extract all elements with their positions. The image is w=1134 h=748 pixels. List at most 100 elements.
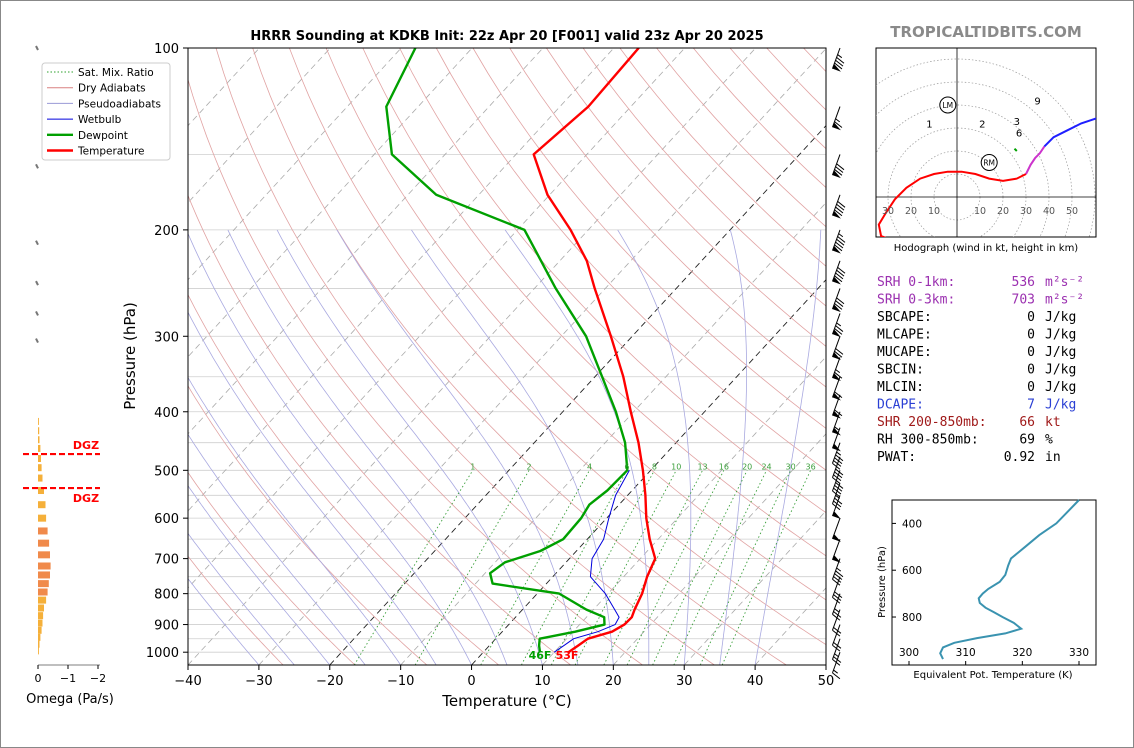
wind-barb-feather	[835, 206, 844, 214]
wind-barb-flag	[832, 122, 841, 131]
hodograph-ring-label: 50	[1066, 206, 1078, 217]
wind-barb-feather	[834, 371, 843, 379]
omega-bar	[38, 501, 46, 509]
skewt-axes-frame	[187, 47, 827, 666]
wind-barb-feather	[836, 57, 845, 64]
theta-e-profile	[939, 499, 1080, 660]
wind-barb-feather	[834, 121, 843, 128]
index-value: 536	[1012, 275, 1035, 290]
wind-barb-half-feather	[835, 118, 841, 123]
wind-barb-feather	[836, 238, 845, 246]
hodograph-ring-label: 10	[974, 206, 986, 217]
omega-tick	[35, 240, 39, 246]
wind-barb-staff	[832, 638, 841, 660]
wind-barb-half-feather	[833, 669, 838, 674]
omega-bar	[38, 633, 41, 641]
wind-barb-feather	[834, 573, 843, 580]
mixing-ratio-label: 24	[761, 462, 771, 471]
y-tick-label: 800	[154, 588, 179, 603]
dry-adiabat-line	[188, 194, 571, 665]
wind-barb-feather	[834, 409, 843, 417]
theta-e-y-title: Pressure (hPa)	[877, 546, 888, 618]
hodograph-height-label: 1	[926, 119, 932, 130]
wind-barb-feather	[837, 201, 846, 208]
mixing-ratio-line	[574, 470, 677, 665]
pseudoadiabat-line	[188, 376, 402, 665]
index-label: RH 300-850mb:	[877, 433, 979, 448]
x-tick-label: −10	[387, 674, 414, 689]
isotherm-line	[329, 124, 826, 665]
mixing-ratio-line	[480, 470, 590, 665]
legend-box	[41, 62, 171, 161]
wind-barb-feather	[837, 266, 846, 274]
pseudoadiabat-line	[754, 229, 822, 665]
theta-e-frame	[891, 499, 1097, 666]
omega-tick	[35, 163, 39, 169]
wind-barb-feather	[835, 272, 844, 280]
index-unit: J/kg	[1045, 363, 1076, 378]
omega-bar	[38, 514, 47, 522]
wind-barb-flag	[832, 304, 841, 313]
theta-e-y-tick-label: 400	[902, 518, 922, 530]
omega-bar	[38, 487, 44, 495]
hodograph-height-label: 3	[1014, 117, 1020, 128]
index-label: SHR 200-850mb:	[877, 415, 987, 430]
temperature-profile	[532, 48, 657, 654]
wind-barb-flag	[832, 170, 841, 179]
wind-barb-feather	[835, 59, 844, 67]
pseudoadiabat-line	[719, 229, 747, 665]
wind-barb-staff	[832, 624, 841, 646]
pseudoadiabat-line	[188, 577, 260, 665]
wind-barb-staff	[832, 593, 841, 615]
hodograph-ring-label: 30	[1020, 206, 1032, 217]
omega-bar	[38, 427, 40, 435]
wind-barb-staff	[832, 558, 841, 580]
y-tick-label: 300	[154, 330, 179, 345]
wind-barb-feather	[834, 303, 843, 310]
index-value: 0	[1027, 380, 1035, 395]
wind-barb-half-feather	[836, 322, 842, 327]
wind-barb-staff	[832, 482, 841, 504]
omega-x-tick-label: 0	[35, 672, 42, 685]
pseudoadiabat-line	[188, 311, 437, 665]
hodograph-caption: Hodograph (wind in kt, height in km)	[894, 243, 1079, 254]
legend-label: Temperature	[77, 146, 145, 158]
wind-barb-flag	[832, 534, 841, 542]
omega-x-tick-label: −1	[60, 672, 76, 685]
dry-adiabat-line	[289, 48, 826, 646]
wind-barb-feather	[832, 596, 841, 604]
x-tick-label: 50	[818, 674, 835, 689]
wind-barb-feather	[835, 348, 844, 355]
theta-e-x-title: Equivalent Pot. Temperature (K)	[913, 670, 1072, 681]
wind-barb-feather	[833, 611, 842, 618]
hodograph-ring-label: 30	[882, 206, 894, 217]
dgz-label-bottom: DGZ	[73, 492, 99, 505]
omega-bar	[38, 539, 50, 547]
mixing-ratio-label: 8	[652, 462, 657, 471]
storm-motion-label: LM	[942, 101, 953, 110]
omega-tick	[35, 45, 39, 51]
wind-barb-feather	[832, 613, 841, 621]
omega-bar	[38, 588, 48, 596]
wind-barb-feather	[834, 209, 843, 217]
wind-barb-staff	[832, 470, 841, 492]
theta-e-x-tick-label: 320	[1012, 647, 1032, 659]
hodograph-ring-label: 40	[1043, 206, 1055, 217]
wind-barb-feather	[836, 269, 845, 277]
index-label: MLCAPE:	[877, 328, 932, 343]
wind-barb-flag	[832, 210, 841, 219]
dry-adiabat-line	[472, 48, 826, 429]
hodograph-trace	[1043, 117, 1096, 148]
hodograph-trace	[1025, 145, 1046, 175]
index-label: DCAPE:	[877, 398, 924, 413]
wind-barb-feather	[835, 241, 844, 249]
index-unit: J/kg	[1045, 345, 1076, 360]
wind-barb-feather	[833, 594, 842, 601]
theta-e-x-tick-label: 330	[1069, 647, 1089, 659]
omega-x-tick-label: −2	[90, 672, 106, 685]
mixing-ratio-line	[414, 470, 530, 665]
mixing-ratio-label: 30	[786, 462, 796, 471]
omega-bar	[38, 604, 44, 612]
hodograph-frame	[875, 47, 1097, 238]
